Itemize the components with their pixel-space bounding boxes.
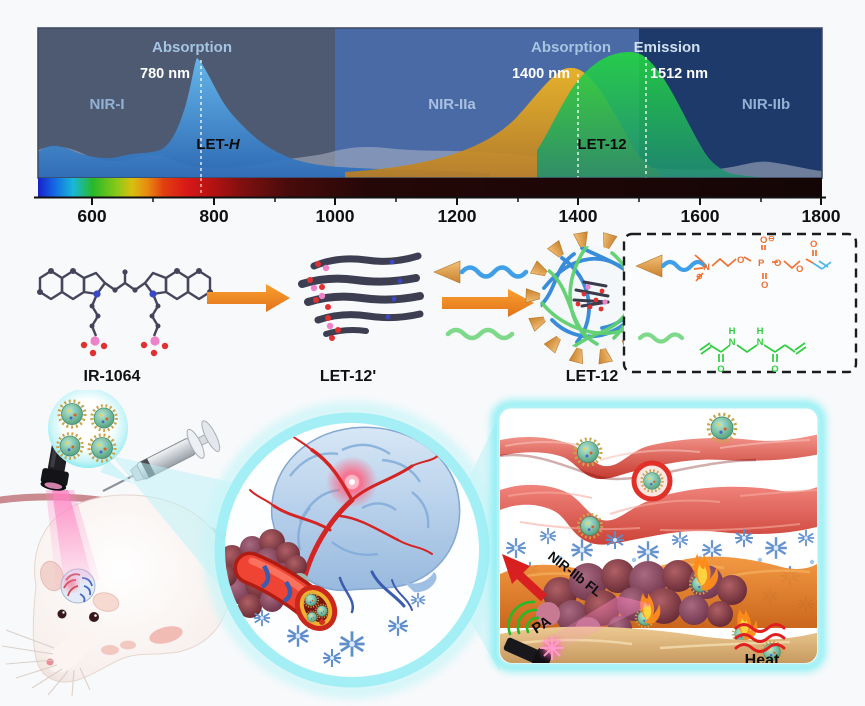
tick-label-1200: 1200 [438, 206, 477, 226]
mouse-hindfoot [149, 626, 183, 644]
label-peak-1512: 1512 nm [650, 66, 708, 82]
nir2b-fl-arrow [502, 554, 548, 602]
x-axis [34, 196, 826, 205]
svg-text:O: O [717, 364, 724, 375]
cerebellum [404, 572, 437, 593]
nanoparticle-let12 [525, 231, 659, 365]
transcytosis-vesicle [631, 460, 673, 502]
svg-text:O: O [760, 235, 767, 246]
mouse-ear [92, 592, 120, 612]
vessel-wall-layer-2 [500, 484, 817, 545]
tick-label-1000: 1000 [316, 206, 355, 226]
laser-star [540, 636, 564, 660]
mouse-paw [101, 645, 119, 655]
curve-leth-absorption [38, 58, 490, 178]
label-let12: LET-12 [566, 368, 619, 385]
svg-text:⊖: ⊖ [768, 234, 775, 243]
svg-text:⊕: ⊕ [696, 272, 703, 281]
mpc-structure: N O P O O O O O ⊕ ⊖ [693, 234, 832, 291]
label-emission: Emission [634, 39, 701, 56]
phosphonate-groups [80, 336, 169, 357]
panel-laser-beam [542, 596, 652, 654]
mouse-whiskers [1, 629, 91, 697]
label-absorption-2: Absorption [531, 39, 611, 56]
tick-label-600: 600 [77, 206, 106, 226]
equilibrium-arrows [433, 260, 534, 341]
orange-cone-icon [433, 260, 461, 284]
curve-let12-emission [537, 52, 792, 178]
svg-text:N: N [729, 337, 736, 348]
label-let12prime: LET-12' [320, 368, 376, 385]
synthesis-row: IR-1064 LET-12' [37, 231, 858, 385]
veins [338, 570, 413, 614]
label-absorption-1: Absorption [152, 39, 232, 56]
label-peak-780: 780 nm [140, 66, 190, 82]
panel-flashlight-icon [503, 637, 552, 663]
label-leth: LET-H [196, 136, 241, 153]
reaction-arrow-2 [442, 289, 534, 317]
svg-text:N: N [757, 337, 764, 348]
spectrum-chart: 600 800 1000 1200 1400 1600 1800 Absorpt… [34, 27, 841, 226]
svg-text:H: H [757, 326, 764, 337]
svg-text:H: H [729, 326, 736, 337]
invivo-scene: NIR-IIb FL PA [0, 390, 826, 699]
svg-text:O: O [771, 364, 778, 375]
label-peak-1400: 1400 nm [512, 66, 570, 82]
vessel-cross-section [233, 551, 338, 631]
label-nir2a: NIR-IIa [428, 96, 476, 113]
heat-waves-icon [734, 623, 786, 653]
molecule-ir1064 [37, 268, 213, 357]
wavelength-colorbar [38, 178, 822, 197]
svg-text:O: O [737, 255, 744, 266]
svg-text:O: O [761, 280, 768, 291]
mouse-eye [89, 612, 99, 622]
svg-text:O: O [774, 258, 781, 269]
nanoparticle-bubble [48, 390, 134, 484]
molecule-let12prime [298, 252, 424, 341]
mba-crosslinker-icon [637, 332, 685, 344]
label-heat: Heat [745, 652, 780, 669]
mouse-paw [120, 640, 136, 650]
label-ir1064: IR-1064 [84, 368, 141, 385]
label-let12-chart: LET-12 [577, 136, 626, 153]
brain-inset-circle [203, 401, 501, 699]
tick-label-1800: 1800 [802, 206, 841, 226]
tissue-panel: NIR-IIb FL PA [491, 400, 826, 672]
tick-label-1400: 1400 [559, 206, 598, 226]
mouse-eye [57, 609, 67, 619]
laser-beam [52, 490, 92, 582]
legend-box: N O P O O O O O ⊕ ⊖ [622, 232, 858, 375]
vessel-wall-layer-1 [500, 434, 817, 481]
label-nir1: NIR-I [90, 96, 125, 113]
brain-illustration [270, 426, 461, 593]
green-crosslinker-chain-icon [445, 327, 515, 341]
svg-text:O: O [810, 239, 817, 250]
mpc-monomer-icon [635, 254, 708, 278]
reaction-arrow-1 [207, 284, 290, 312]
mouse-nose [46, 658, 54, 666]
label-nir2b: NIR-IIb [742, 96, 790, 113]
nitrogen-atom [149, 290, 157, 298]
tick-label-1600: 1600 [681, 206, 720, 226]
blue-polymer-chain-icon [459, 265, 529, 279]
svg-text:O: O [796, 264, 803, 275]
mba-structure: N H N H O O [699, 326, 807, 375]
nitrogen-atom [93, 290, 101, 298]
tick-label-800: 800 [199, 206, 228, 226]
svg-text:P: P [758, 258, 765, 269]
mouse-snout [47, 628, 92, 673]
svg-text:N: N [703, 262, 710, 273]
pa-waves-icon [507, 600, 540, 636]
